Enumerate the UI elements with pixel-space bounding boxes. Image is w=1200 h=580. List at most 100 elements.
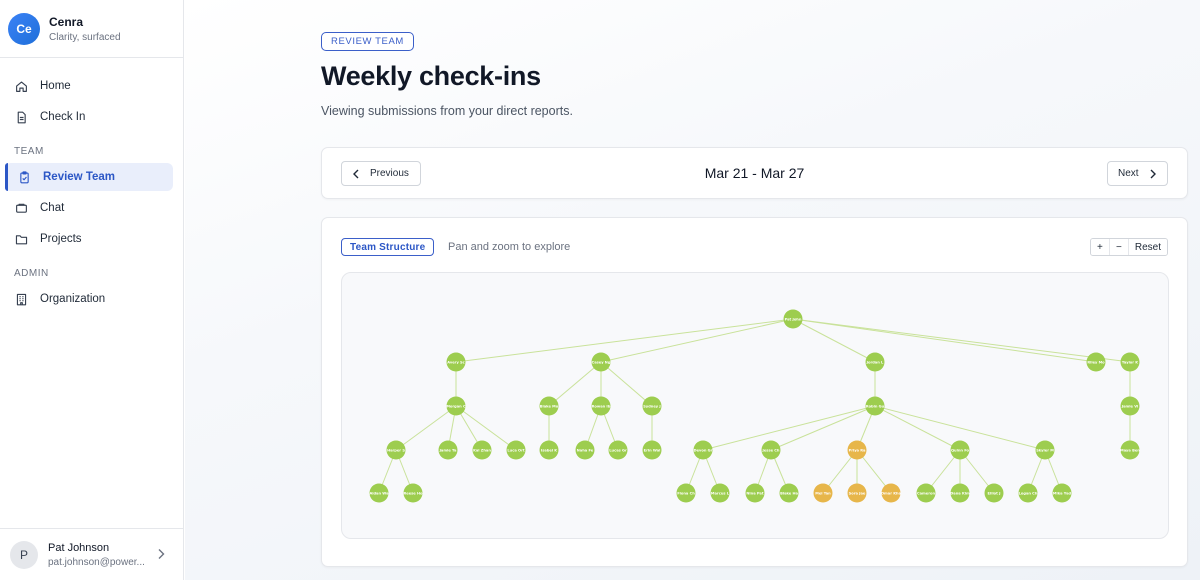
org-node[interactable]: Taylor K [1120,352,1140,372]
org-node[interactable]: Devon Gr [693,440,713,460]
team-structure-card: Team Structure Pan and zoom to explore +… [321,217,1188,567]
sidebar-item-check-in[interactable]: Check In [5,103,173,131]
org-node-circle [676,483,696,503]
org-node[interactable]: Priya Ra [847,440,867,460]
org-node[interactable]: Riley Mo [1086,352,1106,372]
org-node-label: Dana Kim [950,491,970,495]
org-node[interactable]: Elliot J [984,483,1004,503]
sidebar-item-chat[interactable]: Chat [5,194,173,222]
previous-week-button[interactable]: Previous [341,161,421,186]
org-node[interactable]: Logan Ch [1018,483,1038,503]
org-chart-canvas[interactable]: Pat John Avery Sc Casey Ng Jordan L Riley Mo… [341,272,1169,539]
org-node[interactable]: Robin Gu [865,396,885,416]
org-edge [395,405,457,451]
zoom-in-button[interactable]: + [1090,239,1110,255]
org-node-circle [847,483,867,503]
org-node[interactable]: Morgan C [446,396,466,416]
week-navigator: Previous Mar 21 - Mar 27 Next [321,147,1188,199]
org-node[interactable]: Erin Wal [642,440,662,460]
org-node-circle [1035,440,1055,460]
org-node-label: Elliot J [988,491,1001,495]
org-node[interactable]: Sydney J [642,396,662,416]
org-node-circle [1052,483,1072,503]
org-node[interactable]: Maya Ben [1120,440,1140,460]
org-node[interactable]: Jamie Ta [438,440,458,460]
org-node-label: Casey Ng [592,360,611,364]
org-node[interactable]: Naha Fe [575,440,595,460]
org-node[interactable]: Sora Jae [847,483,867,503]
org-node[interactable]: Rowan Ib [591,396,611,416]
org-node[interactable]: Pat John [783,309,803,329]
org-node[interactable]: Nina Pat [745,483,765,503]
org-chart[interactable]: Pat John Avery Sc Casey Ng Jordan L Riley Mo… [342,273,1169,539]
sidebar-item-label: Check In [40,111,86,123]
org-node-circle [865,396,885,416]
org-node-circle [761,440,781,460]
org-node-circle [1120,352,1140,372]
org-node-circle [1120,396,1140,416]
org-node[interactable]: Harper S [386,440,406,460]
org-node-circle [403,483,423,503]
zoom-out-button[interactable]: − [1109,239,1129,255]
org-node[interactable]: Cameron [916,483,936,503]
org-node[interactable]: Marcus L [710,483,730,503]
org-node-label: Kai Zhan [473,448,491,452]
org-node[interactable]: Mei Tan [813,483,833,503]
org-node[interactable]: Avery Sc [446,352,466,372]
team-structure-tag: Team Structure [341,238,435,256]
org-node[interactable]: Blake Ha [779,483,799,503]
chat-icon [16,203,27,213]
org-node-label: Pat John [785,317,802,321]
org-node-label: Avery Sc [447,360,465,364]
sidebar-item-review-team[interactable]: Review Team [5,163,173,191]
org-node-circle [591,396,611,416]
org-node-label: Harper S [387,448,405,452]
org-node-label: Fiona Ch [677,491,695,495]
page-subtitle: Viewing submissions from your direct rep… [321,104,573,118]
user-info: Pat Johnson pat.johnson@power... [48,542,146,568]
org-node[interactable]: Blake Mo [539,396,559,416]
org-node[interactable]: Lucas Gr [608,440,628,460]
org-node-label: Isabel K [541,448,557,452]
org-node-label: Reese Ho [404,491,423,495]
reset-zoom-button[interactable]: Reset [1128,239,1167,255]
brand[interactable]: Ce Cenra Clarity, surfaced [0,0,183,58]
sidebar-item-home[interactable]: Home [5,72,173,100]
org-node-circle [575,440,595,460]
org-edge [792,318,876,363]
org-edge [874,405,961,451]
org-node-circle [847,440,867,460]
sidebar: Ce Cenra Clarity, surfaced Home Check In… [0,0,184,580]
org-node[interactable]: Reese Ho [403,483,424,503]
org-node[interactable]: Kai Zhan [472,440,492,460]
org-node-circle [783,309,803,329]
next-week-button[interactable]: Next [1107,161,1168,186]
org-node[interactable]: Jesse Ch [761,440,781,460]
org-node-label: Jordan L [866,360,884,364]
org-node[interactable]: Skyler M [1035,440,1055,460]
org-node[interactable]: Jamie Vi [1120,396,1140,416]
brand-logo: Ce [8,12,40,45]
org-node-circle [386,440,406,460]
org-node[interactable]: Quinn Fo [950,440,970,460]
sidebar-item-label: Review Team [43,171,116,183]
page-title: Weekly check-ins [321,61,541,91]
org-node-label: Omar Kha [881,491,902,495]
org-node[interactable]: Jordan L [865,352,885,372]
org-node[interactable]: Casey Ng [591,352,611,372]
org-node-circle [446,352,466,372]
brand-tagline: Clarity, surfaced [49,31,121,43]
user-menu[interactable]: P Pat Johnson pat.johnson@power... [0,528,183,580]
org-node-label: Quinn Fo [951,448,970,452]
sidebar-item-projects[interactable]: Projects [5,225,173,253]
org-node-label: Devon Gr [694,448,713,452]
org-node-circle [438,440,458,460]
org-node[interactable]: Omar Kha [881,483,902,503]
org-node[interactable]: Aidan Wa [369,483,389,503]
org-node[interactable]: Fiona Ch [676,483,696,503]
sidebar-item-organization[interactable]: Organization [5,285,173,313]
org-node[interactable]: Luca Ort [506,440,526,460]
org-node[interactable]: Mika Yad [1052,483,1072,503]
org-node[interactable]: Isabel K [539,440,559,460]
org-node[interactable]: Dana Kim [950,483,970,503]
